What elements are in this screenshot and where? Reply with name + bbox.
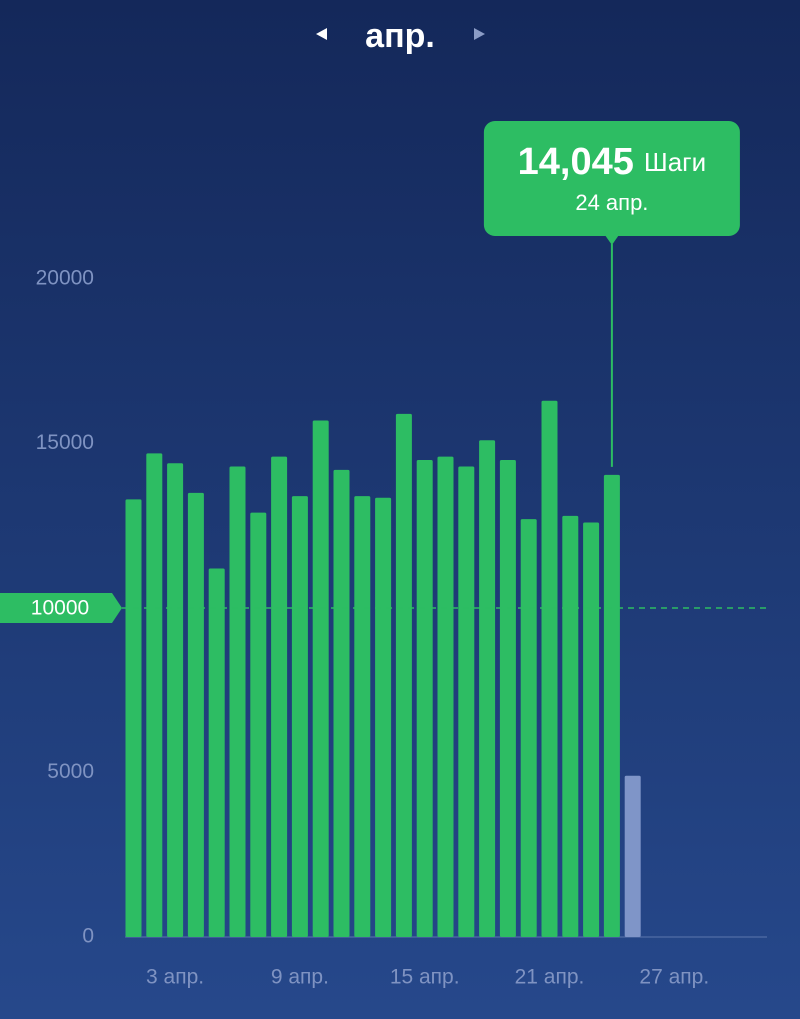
bar [271,456,288,937]
y-tick-label: 5000 [47,760,94,783]
x-tick-label: 9 апр. [271,966,329,989]
tooltip-date: 24 апр. [575,190,648,215]
bar [125,499,142,937]
x-tick-label: 15 апр. [390,966,460,989]
x-tick-label: 21 апр. [515,966,585,989]
prev-month-arrow[interactable] [316,28,327,40]
bar [479,440,496,937]
bar [437,456,454,937]
bar [395,413,412,937]
y-tick-label: 20000 [36,267,94,290]
bar [458,466,475,937]
bar [167,463,184,937]
bar [187,492,204,937]
bar [291,496,308,937]
bar [562,515,579,937]
bar [416,459,433,937]
bar [208,568,225,937]
bar [354,496,371,937]
bar [520,519,537,937]
tooltip-value-text: 14,045 Шаги [518,141,707,183]
chart-title: апр. [365,17,435,55]
y-tick-label: 0 [82,925,94,948]
bar [583,522,600,937]
goal-label: 10000 [31,597,89,620]
x-tick-label: 27 апр. [639,966,709,989]
goal-tag [0,593,122,623]
tooltip-unit: Шаги [644,147,706,177]
bar [624,775,641,937]
bar [312,420,329,938]
bar [229,466,246,937]
bar [541,400,558,938]
bar [603,474,620,937]
x-tick-label: 3 апр. [146,966,204,989]
bar [333,469,350,937]
y-tick-label: 15000 [36,431,94,454]
tooltip-pointer [604,235,619,245]
bar [499,459,516,937]
bar [375,497,392,937]
next-month-arrow[interactable] [474,28,485,40]
bar [146,453,163,937]
bar [250,512,267,937]
tooltip-value: 14,045 [518,141,634,183]
tooltip-box [483,121,740,236]
